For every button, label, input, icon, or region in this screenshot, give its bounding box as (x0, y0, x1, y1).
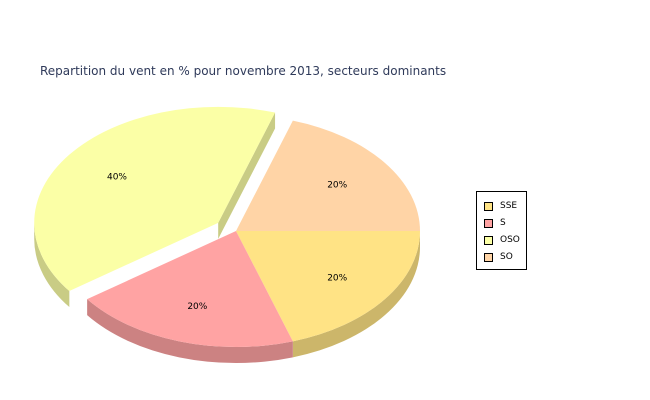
legend-swatch (484, 201, 493, 211)
slice-label-oso: 40% (107, 172, 127, 182)
slice-label-s: 20% (187, 302, 207, 312)
pie-slice-sse (236, 231, 420, 342)
pie-slice-side-sse (292, 231, 420, 358)
legend-swatch (484, 235, 493, 245)
pie-tops (34, 106, 420, 348)
chart-title: Repartition du vent en % pour novembre 2… (40, 64, 447, 78)
slice-label-sse: 20% (327, 273, 347, 283)
legend-swatch (484, 252, 493, 262)
legend-item-oso: OSO (484, 234, 520, 246)
legend-swatch (484, 218, 493, 228)
pie-slice-side-oso (34, 222, 70, 308)
legend-item-so: SO (484, 251, 513, 263)
pie-depth (34, 112, 420, 363)
legend-item-sse: SSE (484, 200, 517, 212)
slice-label-so: 20% (327, 181, 347, 191)
pie-slice-s (87, 231, 293, 348)
legend: SSE S OSO SO (476, 191, 527, 270)
pie-labels: 20% 20% 40% 20% (107, 172, 348, 312)
legend-label: OSO (500, 235, 520, 245)
legend-item-s: S (484, 217, 506, 229)
pie-slice-oso (34, 106, 276, 292)
legend-label: S (500, 218, 506, 228)
legend-label: SSE (500, 201, 518, 211)
pie-slice-side-s (87, 299, 293, 363)
pie-slice-so (236, 120, 420, 231)
legend-label: SO (500, 252, 513, 262)
pie-slice-cut-oso (218, 112, 276, 239)
